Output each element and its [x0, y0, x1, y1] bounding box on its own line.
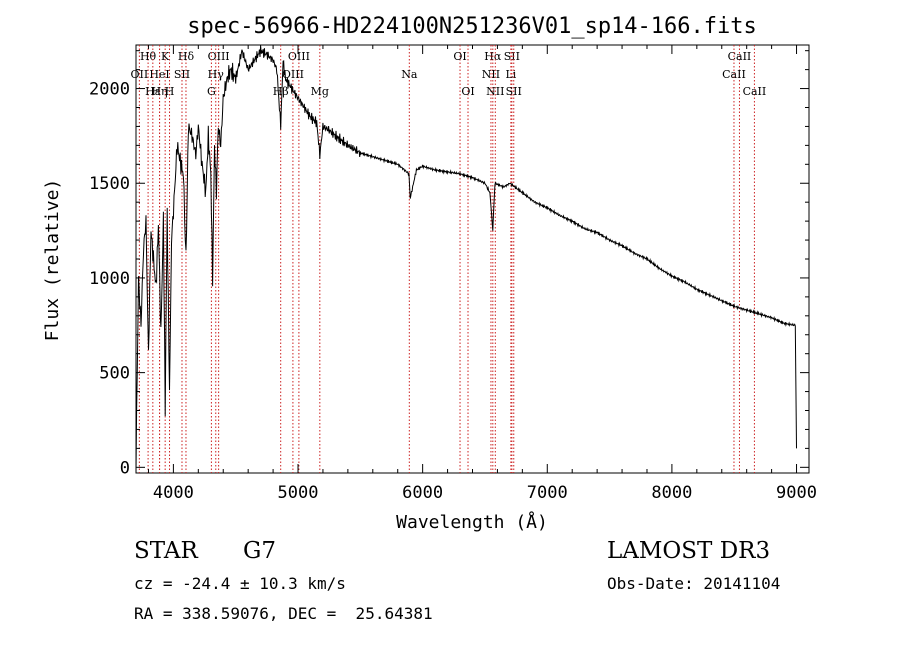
line-marker-label: Mg: [311, 85, 329, 98]
line-marker-label: H: [165, 85, 175, 98]
line-marker-label: SII: [506, 85, 522, 98]
line-marker-label: OI: [461, 85, 474, 98]
line-marker-label: NII: [486, 85, 504, 98]
line-marker-label: CaII: [728, 50, 752, 63]
line-marker-label: OI: [453, 50, 466, 63]
line-marker-label: SII: [174, 68, 190, 81]
x-tick-label: 5000: [278, 483, 319, 503]
line-marker-label: Na: [401, 68, 418, 81]
line-marker-label: OIII: [288, 50, 310, 63]
line-marker-label: Li: [505, 68, 516, 81]
line-marker-label: G: [207, 85, 216, 98]
line-marker-label: Hδ: [178, 50, 195, 63]
y-tick-label: 1500: [89, 174, 130, 194]
x-tick-label: 9000: [776, 483, 817, 503]
y-tick-label: 1000: [89, 269, 130, 289]
line-marker-label: OII: [131, 68, 149, 81]
survey-name: LAMOST DR3: [607, 538, 771, 564]
line-marker-label: Hγ: [208, 68, 225, 81]
x-tick-label: 7000: [527, 483, 568, 503]
line-marker-label: SII: [504, 50, 520, 63]
y-tick-label: 0: [120, 458, 130, 478]
x-tick-label: 6000: [402, 483, 443, 503]
y-axis-label: Flux (relative): [42, 179, 63, 342]
line-marker-label: NII: [482, 68, 500, 81]
x-axis-label: Wavelength (Å): [396, 511, 548, 533]
y-tick-label: 2000: [89, 80, 130, 100]
line-marker-label: OIII: [208, 50, 230, 63]
line-marker-label: K: [161, 50, 170, 63]
x-tick-label: 4000: [153, 483, 194, 503]
chart-title: spec-56966-HD224100N251236V01_sp14-166.f…: [187, 14, 757, 39]
observation-date: Obs-Date: 20141104: [607, 574, 781, 593]
line-marker-label: Hε: [145, 85, 161, 98]
line-marker-label: Hα: [484, 50, 502, 63]
line-marker-label: Hη: [151, 85, 167, 98]
line-marker-label: CaII: [722, 68, 746, 81]
axis-ticks: 4000 5000 6000 7000 8000 9000 0 500 1000 1500 2000: [89, 45, 817, 503]
spectrum-line: [135, 45, 797, 474]
spectral-subclass: G7: [243, 538, 277, 564]
redshift-cz: cz = -24.4 ± 10.3 km/s: [134, 574, 346, 593]
x-tick-label: 8000: [651, 483, 692, 503]
coordinates: RA = 338.59076, DEC = 25.64381: [134, 604, 433, 623]
plot-frame: [135, 44, 810, 474]
line-marker-label: CaII: [743, 85, 767, 98]
y-tick-label: 500: [99, 364, 130, 384]
object-class: STAR: [134, 538, 198, 564]
line-marker-label: Hθ: [140, 50, 157, 63]
line-marker-label: Hβ: [273, 85, 289, 98]
